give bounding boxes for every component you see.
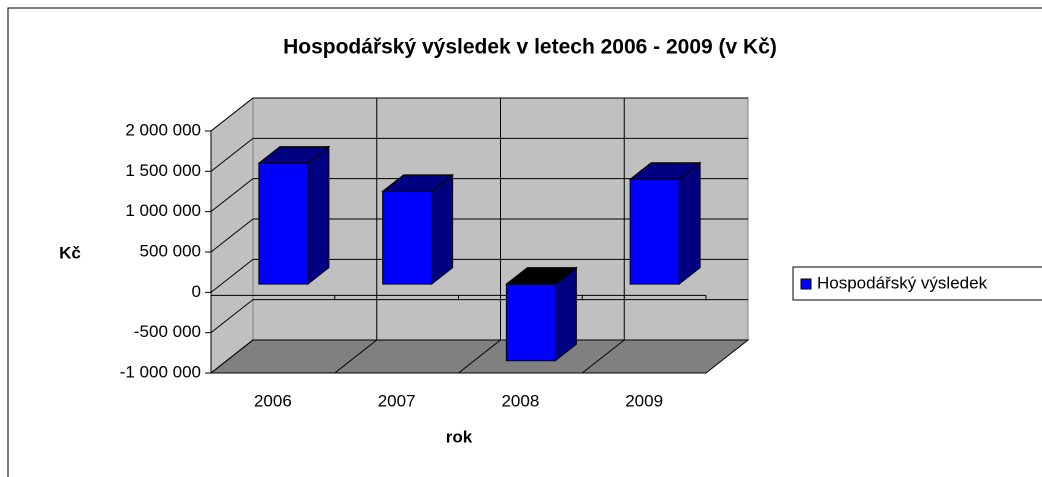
- bar-side: [307, 145, 330, 286]
- floor-line: [334, 339, 378, 374]
- bar: [504, 266, 578, 362]
- legend-label: Hospodářský výsledek: [817, 273, 988, 292]
- y-tick-label: 500 000: [140, 241, 201, 260]
- bar-front: [382, 190, 433, 285]
- y-tick-label: 0: [192, 282, 201, 301]
- bar: [628, 161, 702, 286]
- legend-box: [792, 266, 1042, 301]
- bar-side: [678, 161, 701, 286]
- chart-border: [7, 7, 1042, 477]
- grid-line: [210, 258, 254, 293]
- floor-line: [458, 339, 501, 374]
- bar: [381, 173, 455, 286]
- bar: [257, 145, 331, 286]
- grid-line: [210, 299, 254, 334]
- y-tick-label: -1 000 000: [120, 362, 201, 381]
- y-tick-label: 2 000 000: [125, 120, 201, 139]
- x-tick-label: 2007: [378, 391, 416, 410]
- x-tick-label: 2008: [501, 391, 539, 410]
- bar-front: [505, 283, 556, 362]
- grid-line: [210, 97, 254, 132]
- x-tick-label: 2009: [625, 391, 663, 410]
- legend-swatch: [800, 278, 812, 290]
- grid-line: [210, 178, 254, 213]
- grid-line: [210, 218, 254, 253]
- bar-front: [258, 162, 309, 285]
- y-tick-label: -500 000: [134, 322, 201, 341]
- y-tick-label: 1 000 000: [125, 201, 201, 220]
- y-tick-label: 1 500 000: [125, 161, 201, 180]
- bar-front: [629, 178, 680, 285]
- chart-title: Hospodářský výsledek v letech 2006 - 200…: [283, 36, 777, 59]
- y-axis-label: Kč: [59, 243, 81, 262]
- x-tick-label: 2006: [254, 391, 292, 410]
- bar-side: [431, 173, 454, 286]
- grid-line: [210, 339, 254, 374]
- floor-line: [581, 339, 625, 374]
- x-axis-label: rok: [446, 427, 473, 446]
- grid-line: [210, 137, 254, 172]
